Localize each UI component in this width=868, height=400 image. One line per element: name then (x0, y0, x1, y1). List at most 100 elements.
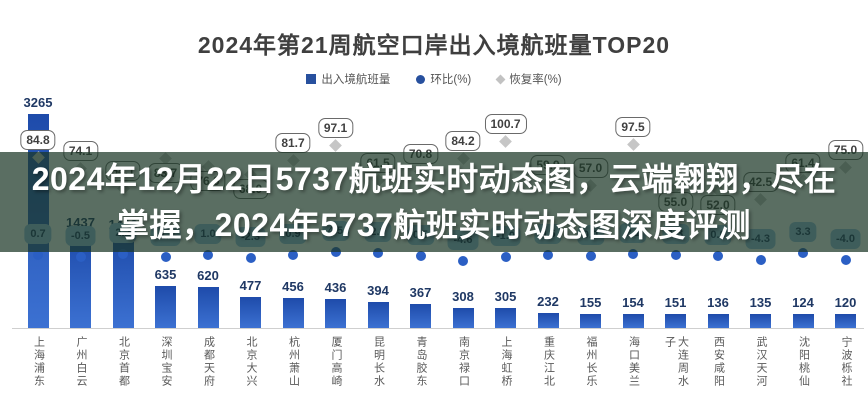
bar-value-label: 305 (494, 289, 517, 304)
recovery-diamond (499, 134, 512, 148)
huanbi-dot (713, 251, 723, 261)
bar-value-label: 155 (579, 295, 602, 310)
bar-value-label: 436 (324, 280, 347, 295)
bar-value-label: 136 (707, 295, 729, 310)
legend-item-huanbi: 环比(%) (416, 71, 471, 87)
huanbi-dot (373, 248, 383, 258)
bar-value-label: 367 (409, 285, 432, 300)
x-axis-line (12, 328, 864, 329)
bar (580, 314, 601, 328)
bar-value-label: 135 (749, 295, 772, 310)
bar (792, 314, 814, 328)
huanbi-dot (670, 250, 681, 260)
recovery-label: 84.2 (445, 131, 481, 151)
recovery-label: 100.7 (484, 114, 527, 134)
bar-value-label: 232 (537, 294, 559, 309)
recovery-label: 84.8 (20, 130, 56, 150)
bar (197, 287, 219, 328)
bar (282, 298, 304, 328)
huanbi-dot (118, 249, 128, 259)
bar (835, 314, 856, 328)
bar (707, 314, 729, 328)
bar (750, 314, 771, 328)
x-axis-label: 青岛胶东 (415, 336, 427, 388)
x-axis-label: 广州白云 (75, 336, 87, 388)
huanbi-dot (415, 251, 426, 261)
chart-legend: 出入境航班量 环比(%) 恢复率(%) (0, 71, 868, 87)
x-axis-label: 南京禄口 (457, 336, 470, 388)
overlay-title-line1: 2024年12月22日5737航班实时动态图，云端翱翔，尽在 (31, 161, 837, 197)
huanbi-dot (798, 248, 808, 258)
bar (240, 297, 261, 328)
bar (452, 308, 474, 328)
overlay-banner: 2024年12月22日5737航班实时动态图，云端翱翔，尽在 掌握，2024年5… (0, 152, 868, 252)
huanbi-dot (628, 249, 638, 259)
legend-label-recovery: 恢复率(%) (509, 74, 562, 86)
legend-item-recovery: 恢复率(%) (495, 71, 562, 87)
huanbi-dot (160, 252, 171, 262)
huanbi-dot (245, 253, 256, 263)
recovery-label: 81.7 (275, 133, 311, 153)
bar (410, 304, 431, 328)
recovery-diamond (329, 138, 342, 152)
huanbi-dot (585, 251, 596, 261)
bar-value-label: 394 (367, 283, 389, 298)
legend-label-huanbi: 环比(%) (430, 74, 472, 86)
x-axis-label: 福州长乐 (585, 336, 597, 388)
bar (367, 302, 389, 328)
huanbi-dot (330, 247, 341, 257)
x-axis-label: 深圳宝安 (160, 336, 172, 388)
bar (622, 314, 644, 328)
bar-value-label: 120 (834, 295, 857, 310)
circle-icon (416, 74, 426, 84)
x-axis-label: 昆明长水 (372, 336, 385, 388)
x-axis-label: 杭州萧山 (287, 336, 300, 388)
bar-value-label: 456 (282, 279, 304, 294)
bar (155, 286, 176, 328)
square-icon (306, 74, 317, 84)
bar (325, 299, 346, 328)
bar (665, 314, 686, 328)
bar-value-label: 151 (664, 295, 687, 310)
bar-value-label: 154 (622, 295, 644, 310)
bar-value-label: 3265 (23, 95, 53, 110)
x-axis-label: 重庆江北 (542, 336, 555, 388)
huanbi-dot (755, 255, 766, 265)
huanbi-dot (203, 250, 213, 260)
bar-value-label: 124 (792, 295, 814, 310)
legend-item-flights: 出入境航班量 (306, 71, 390, 87)
bar-value-label: 620 (197, 268, 219, 283)
huanbi-dot (458, 256, 468, 266)
legend-label-flights: 出入境航班量 (321, 74, 391, 86)
x-axis-label: 海口美兰 (627, 336, 640, 388)
x-axis-label: 大连周水子 (663, 336, 689, 388)
x-axis-label: 上海虹桥 (500, 336, 512, 388)
bar-value-label: 477 (239, 278, 262, 293)
huanbi-dot (543, 250, 553, 260)
x-axis-label: 武汉天河 (755, 336, 767, 388)
x-axis-label: 沈阳桃仙 (797, 336, 810, 388)
bar (537, 313, 559, 328)
bar (495, 308, 516, 328)
bar-value-label: 635 (154, 267, 177, 282)
bar (112, 236, 134, 328)
recovery-label: 97.1 (317, 118, 354, 138)
huanbi-dot (500, 252, 511, 262)
huanbi-dot (75, 252, 86, 262)
recovery-diamond (626, 137, 640, 151)
x-axis-label: 厦门高崎 (330, 336, 342, 388)
chart-title: 2024年第21周航空口岸出入境航班量TOP20 (197, 32, 671, 58)
x-axis-label: 上海浦东 (32, 336, 45, 388)
x-axis-label: 北京首都 (117, 336, 130, 388)
x-axis-label: 西安咸阳 (712, 336, 725, 388)
huanbi-dot (288, 250, 298, 260)
huanbi-dot (840, 255, 851, 265)
recovery-label: 97.5 (615, 117, 651, 137)
bar-value-label: 308 (452, 289, 474, 304)
x-axis-label: 北京大兴 (245, 336, 257, 388)
x-axis-label: 宁波栎社 (840, 336, 852, 388)
x-axis-label: 成都天府 (202, 336, 215, 388)
overlay-title-line2: 掌握，2024年5737航班实时动态图深度评测 (117, 207, 751, 243)
bar (70, 234, 91, 328)
